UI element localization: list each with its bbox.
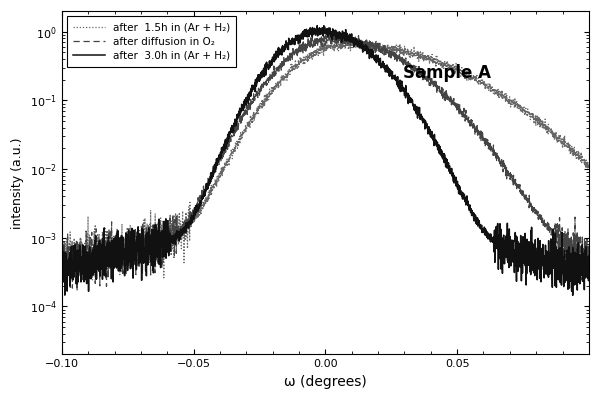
X-axis label: ω (degrees): ω (degrees): [284, 375, 367, 389]
after  1.5h in (Ar + H₂): [585, 164, 592, 168]
after diffusion in O₂: [585, 249, 592, 254]
after  1.5h in (Ar + H₂): [349, 34, 356, 39]
after  3.0h in (Ar + H₂): [518, 248, 526, 253]
after  3.0h in (Ar + H₂): [58, 284, 65, 288]
after diffusion in O₂: [518, 193, 526, 198]
after  3.0h in (Ar + H₂): [283, 43, 290, 48]
after  3.0h in (Ar + H₂): [569, 293, 577, 298]
after diffusion in O₂: [260, 82, 268, 86]
after  1.5h in (Ar + H₂): [58, 259, 65, 264]
Line: after  3.0h in (Ar + H₂): after 3.0h in (Ar + H₂): [62, 26, 589, 295]
after  3.0h in (Ar + H₂): [314, 23, 321, 28]
after  3.0h in (Ar + H₂): [260, 72, 268, 76]
Y-axis label: intensity (a.u.): intensity (a.u.): [11, 137, 24, 228]
Line: after  1.5h in (Ar + H₂): after 1.5h in (Ar + H₂): [62, 36, 589, 280]
after diffusion in O₂: [326, 30, 334, 35]
Line: after diffusion in O₂: after diffusion in O₂: [62, 33, 589, 291]
after diffusion in O₂: [119, 234, 126, 239]
after  1.5h in (Ar + H₂): [575, 158, 583, 162]
after  1.5h in (Ar + H₂): [283, 78, 290, 83]
after  3.0h in (Ar + H₂): [585, 278, 592, 283]
after diffusion in O₂: [74, 288, 81, 293]
after  3.0h in (Ar + H₂): [149, 239, 157, 244]
Legend: after  1.5h in (Ar + H₂), after diffusion in O₂, after  3.0h in (Ar + H₂): after 1.5h in (Ar + H₂), after diffusion…: [67, 16, 236, 67]
after  1.5h in (Ar + H₂): [518, 106, 526, 111]
after diffusion in O₂: [283, 58, 290, 62]
after  3.0h in (Ar + H₂): [118, 262, 125, 267]
after diffusion in O₂: [575, 249, 583, 254]
after diffusion in O₂: [150, 239, 157, 244]
after diffusion in O₂: [58, 254, 65, 258]
after  1.5h in (Ar + H₂): [150, 250, 157, 255]
after  3.0h in (Ar + H₂): [575, 264, 583, 269]
after  1.5h in (Ar + H₂): [260, 103, 268, 108]
after  1.5h in (Ar + H₂): [73, 278, 80, 283]
after  1.5h in (Ar + H₂): [119, 250, 126, 255]
Text: Sample A: Sample A: [403, 64, 491, 82]
